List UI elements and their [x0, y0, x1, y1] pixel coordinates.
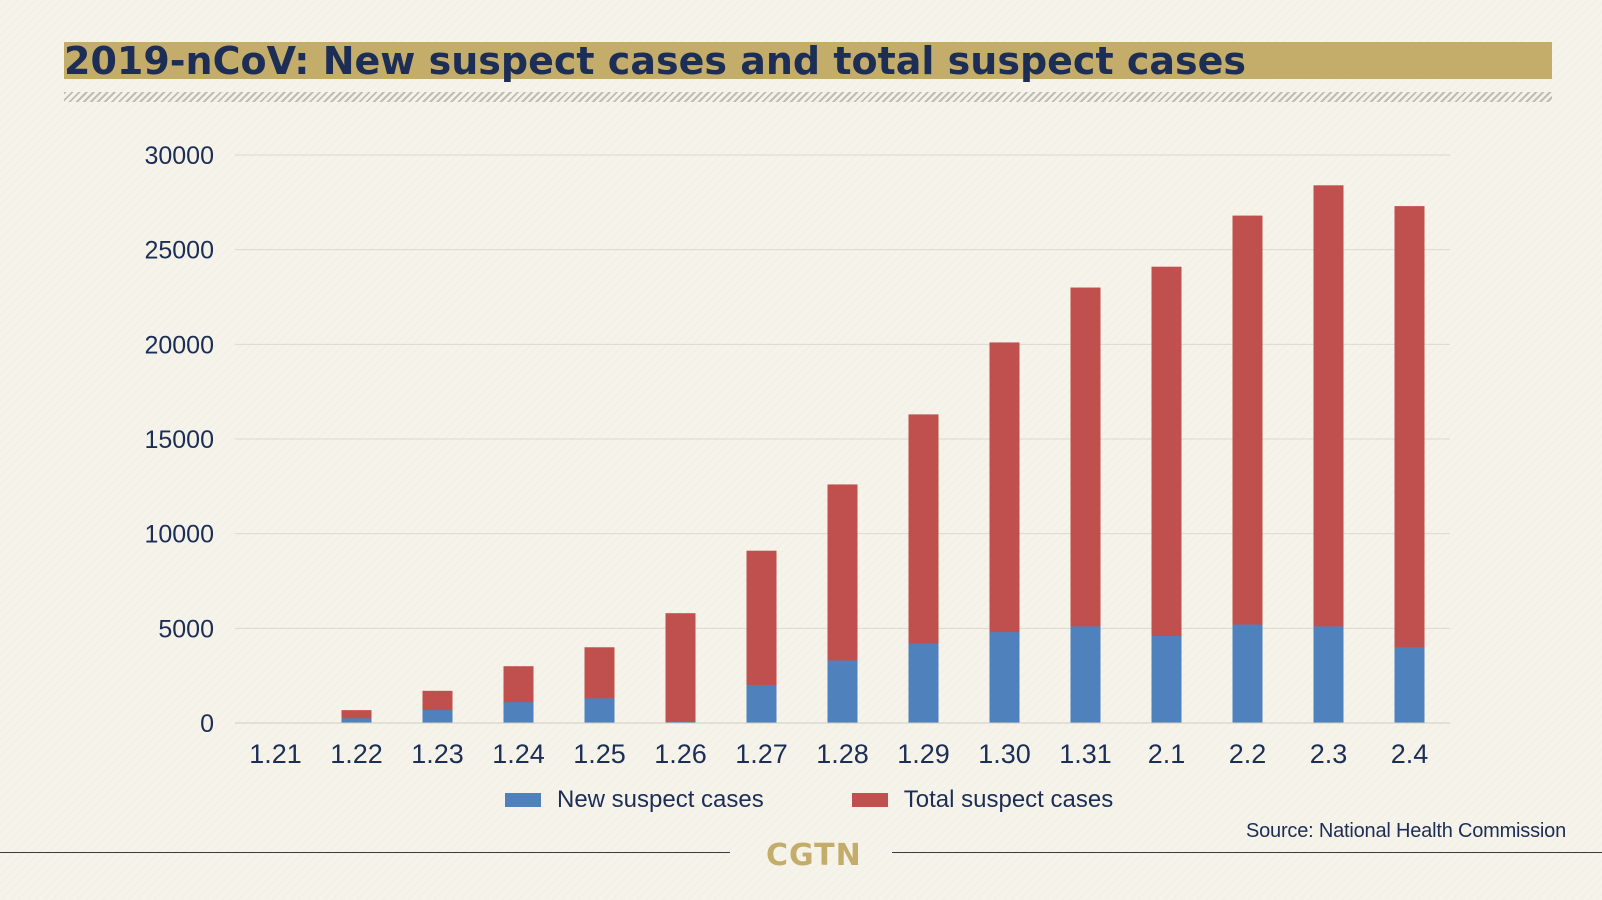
- bar-new: [1151, 635, 1182, 723]
- bar-new: [665, 721, 696, 723]
- y-tick-label: 25000: [144, 237, 214, 265]
- x-tick-label: 1.25: [573, 739, 626, 769]
- x-tick-label: 1.30: [978, 739, 1031, 769]
- bar-new: [746, 685, 777, 723]
- title-hatch-divider: [64, 92, 1552, 102]
- x-tick-label: 1.24: [492, 739, 545, 769]
- bar-new: [341, 718, 372, 723]
- y-tick-label: 10000: [144, 521, 214, 549]
- x-tick-label: 1.23: [411, 739, 464, 769]
- source-note: Source: National Health Commission: [1245, 820, 1566, 842]
- legend-swatch-new: [505, 793, 541, 807]
- bar-new: [503, 702, 534, 723]
- chart-title: 2019-nCoV: New suspect cases and total s…: [64, 39, 1247, 83]
- bar-total: [665, 613, 696, 723]
- footer-rule-right: [892, 852, 1602, 853]
- legend-label-new: New suspect cases: [557, 786, 764, 813]
- y-tick-label: 0: [200, 710, 214, 738]
- bar-total: [1394, 206, 1425, 723]
- bar-new: [422, 710, 453, 723]
- legend-swatch-total: [851, 793, 888, 807]
- x-tick-label: 2.4: [1391, 739, 1429, 769]
- bar-new: [1232, 624, 1263, 723]
- bar-new: [1313, 626, 1344, 723]
- y-tick-label: 20000: [144, 331, 214, 359]
- x-tick-label: 1.28: [816, 739, 869, 769]
- y-tick-label: 5000: [158, 615, 214, 643]
- legend-item-total: Total suspect cases: [851, 786, 1114, 814]
- x-tick-label: 1.29: [897, 739, 950, 769]
- x-tick-label: 1.31: [1059, 739, 1112, 769]
- x-tick-label: 1.21: [249, 739, 302, 769]
- footer-rule-left: [0, 852, 730, 853]
- chart-legend: New suspect cases Total suspect cases: [505, 786, 1113, 814]
- bar-new: [908, 643, 939, 723]
- legend-label-total: Total suspect cases: [903, 786, 1114, 813]
- x-tick-label: 1.27: [735, 739, 788, 769]
- x-tick-label: 2.2: [1229, 739, 1267, 769]
- x-tick-label: 1.22: [330, 739, 383, 769]
- legend-item-new: New suspect cases: [505, 786, 764, 814]
- x-tick-label: 1.26: [654, 739, 707, 769]
- bar-new: [1070, 626, 1101, 723]
- bar-new: [989, 632, 1020, 723]
- x-tick-label: 2.1: [1148, 739, 1186, 769]
- title-band: [64, 42, 1552, 79]
- bar-new: [827, 660, 858, 723]
- y-tick-label: 30000: [144, 142, 214, 170]
- bar-new: [584, 698, 615, 723]
- x-tick-label: 2.3: [1310, 739, 1348, 769]
- y-tick-label: 15000: [144, 426, 214, 454]
- cgtn-logo: CGTN: [766, 838, 862, 873]
- bar-new: [1394, 647, 1425, 723]
